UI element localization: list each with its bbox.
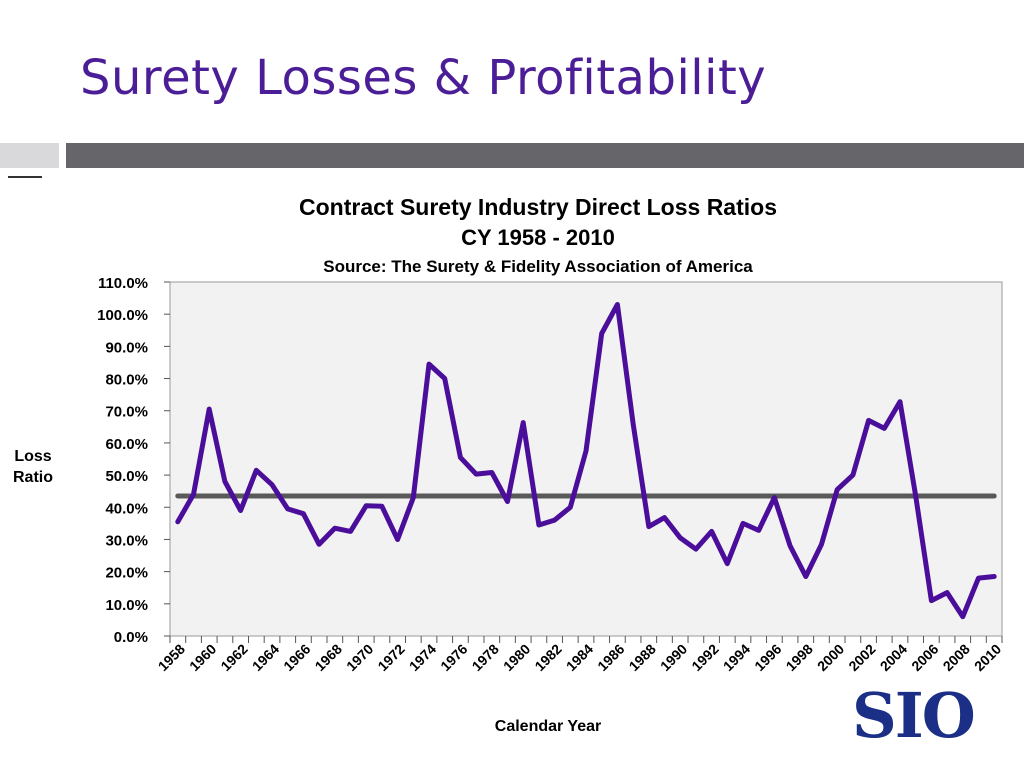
y-tick-label: 60.0% <box>105 436 148 453</box>
accent-box <box>0 143 59 168</box>
x-axis: 1958196019621964196619681970197219741976… <box>155 636 1004 674</box>
x-tick-label: 2002 <box>845 641 878 674</box>
y-tick-label: 80.0% <box>105 372 148 389</box>
x-tick-label: 1960 <box>186 641 219 674</box>
x-tick-label: 1962 <box>217 641 250 674</box>
x-tick-label: 1984 <box>563 641 596 674</box>
loss-ratio-line <box>175 302 997 620</box>
y-tick-label: 20.0% <box>105 565 148 582</box>
y-tick-label: 110.0% <box>98 275 148 292</box>
series-layer <box>175 302 997 620</box>
y-tick-label: 50.0% <box>105 468 148 485</box>
x-tick-label: 2000 <box>814 641 847 674</box>
x-tick-label: 2010 <box>971 641 1004 674</box>
x-tick-label: 1978 <box>469 641 502 674</box>
x-tick-label: 1970 <box>343 641 376 674</box>
x-tick-label: 1964 <box>249 641 282 674</box>
x-tick-label: 1972 <box>374 641 407 674</box>
chart-source: Source: The Surety & Fidelity Associatio… <box>323 257 753 276</box>
accent-bar <box>66 143 1024 168</box>
chart-title: Contract Surety Industry Direct Loss Rat… <box>299 194 777 220</box>
y-tick-label: 10.0% <box>105 597 148 614</box>
y-axis-label-line-1: Loss <box>14 448 51 465</box>
accent-dash <box>8 176 42 178</box>
x-tick-label: 1992 <box>688 641 721 674</box>
x-tick-label: 1990 <box>657 641 690 674</box>
x-tick-label: 1988 <box>626 641 659 674</box>
x-tick-label: 1976 <box>437 641 470 674</box>
x-tick-label: 2008 <box>940 641 973 674</box>
y-tick-label: 30.0% <box>105 532 148 549</box>
x-tick-label: 1998 <box>783 641 816 674</box>
x-tick-label: 1996 <box>751 641 784 674</box>
x-tick-label: 1958 <box>155 641 188 674</box>
x-tick-label: 1994 <box>720 641 753 674</box>
x-tick-label: 2006 <box>908 641 941 674</box>
x-tick-label: 1974 <box>406 641 439 674</box>
x-tick-label: 1982 <box>531 641 564 674</box>
chart-subtitle: CY 1958 - 2010 <box>461 225 615 250</box>
x-tick-label: 1980 <box>500 641 533 674</box>
x-tick-label: 2004 <box>877 641 910 674</box>
x-axis-label: Calendar Year <box>495 718 601 735</box>
y-axis: 0.0% 10.0% 20.0% 30.0% 40.0% 50.0% 60.0% 70.0% 8… <box>97 275 170 646</box>
y-tick-label: 90.0% <box>105 339 148 356</box>
x-tick-label: 1986 <box>594 641 627 674</box>
x-tick-label: 1968 <box>312 641 345 674</box>
y-tick-label: 100.0% <box>97 307 148 324</box>
x-tick-label: 1966 <box>280 641 313 674</box>
y-axis-label-line-2: Ratio <box>13 469 53 486</box>
sio-logo: SIO <box>852 679 976 752</box>
y-tick-label: 70.0% <box>105 404 148 421</box>
slide-title: Surety Losses & Profitability <box>80 50 767 106</box>
y-tick-label: 0.0% <box>114 629 148 646</box>
y-tick-label: 40.0% <box>105 500 148 517</box>
